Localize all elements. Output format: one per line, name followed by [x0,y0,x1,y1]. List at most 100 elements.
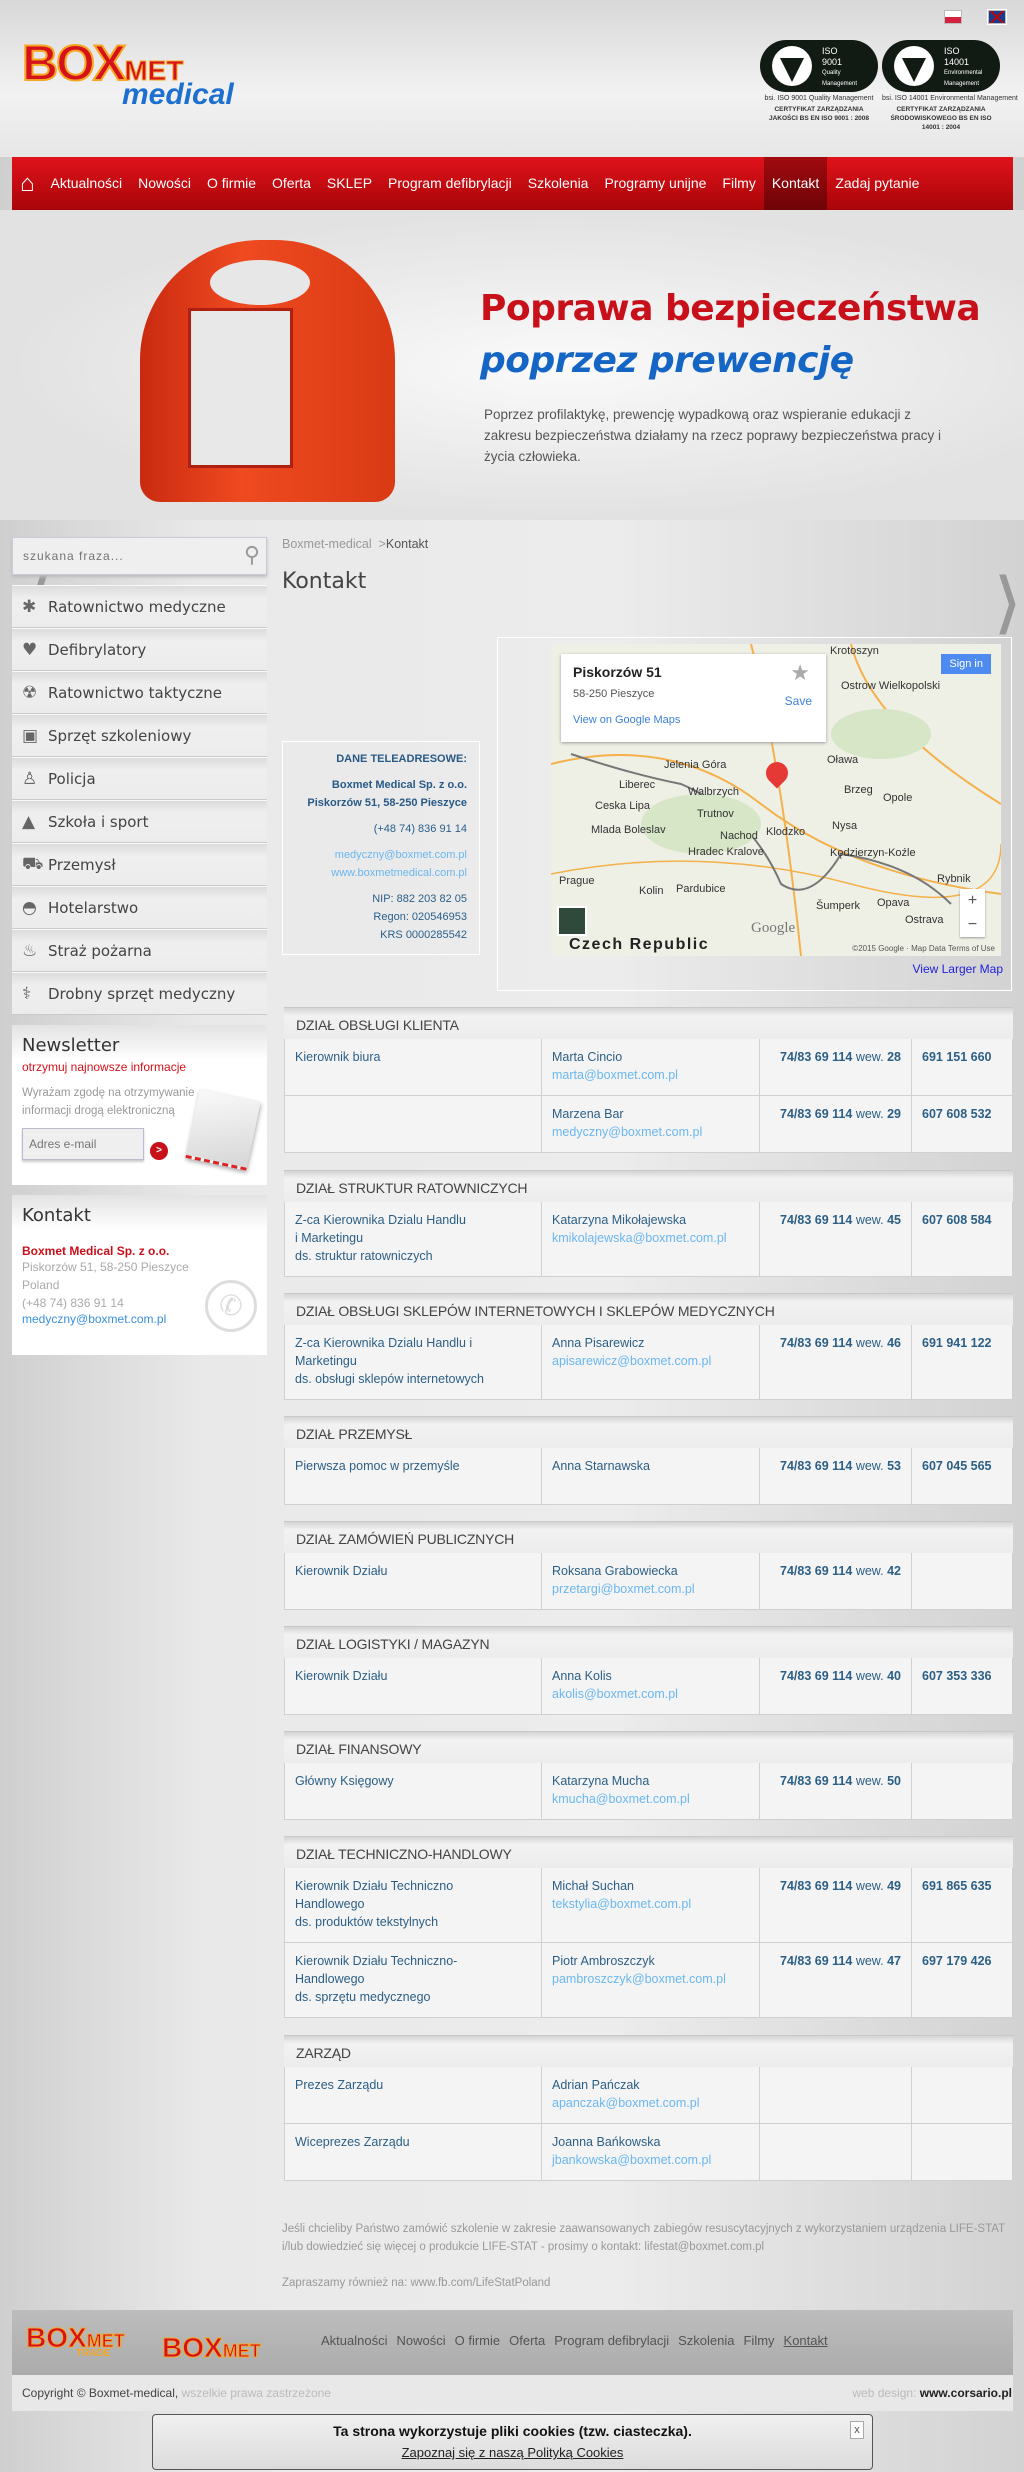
mobile-cell [911,2067,1013,2123]
facebook-note: Zapraszamy również na: www.fb.com/LifeSt… [282,2277,551,2289]
nav-item[interactable]: O firmie [207,175,256,191]
nav-item[interactable]: Nowości [138,175,191,191]
view-larger-map-link[interactable]: View Larger Map [912,962,1004,976]
person-email-link[interactable]: akolis@boxmet.com.pl [552,1687,678,1701]
nav-item[interactable]: Programy unijne [604,175,707,191]
search-box: ⚲ [12,537,267,575]
contact-email-link[interactable]: medyczny@boxmet.com.pl [22,1312,167,1326]
nav-item[interactable]: Zadaj pytanie [835,175,920,191]
map-city-label: Opava [877,897,910,909]
person-name: Marzena Bar [552,1107,624,1121]
footer-nav-link[interactable]: Kontakt [783,2333,828,2348]
dane-email-link[interactable]: medyczny@boxmet.com.pl [334,849,467,861]
google-map[interactable]: Ostrava Opava Šumperk Rybnik Pardubice Kolin P… [551,644,1001,956]
phone-number: 74/83 69 114 [780,1564,853,1578]
phone-number: 74/83 69 114 [780,1954,853,1968]
boxmet-medical-logo[interactable]: BOXMET medical [21,35,234,111]
sidebar-menu-label: Przemysł [48,855,116,874]
footer-nav-link[interactable]: Program defibrylacji [554,2333,670,2348]
department-title: ZARZĄD [284,2035,1013,2067]
person-cell: Anna Kolis akolis@boxmet.com.pl [541,1658,759,1714]
boxmet-ltd-logo[interactable]: BOXMET [162,2332,262,2364]
star-icon[interactable]: ★ [790,660,810,685]
home-icon[interactable]: ⌂ [20,170,35,197]
person-email-link[interactable]: przetargi@boxmet.com.pl [552,1582,695,1596]
newsletter-title: Newsletter [22,1035,120,1056]
view-on-google-maps-link[interactable]: View on Google Maps [573,714,681,726]
sidebar-menu-item[interactable]: ⛟ Przemysł [12,843,267,886]
person-email-link[interactable]: kmikolajewska@boxmet.com.pl [552,1231,727,1245]
ext-label: wew. [855,1669,884,1683]
nav-item[interactable]: Kontakt [763,157,828,210]
person-name: Michał Suchan [552,1879,634,1893]
footer-nav-link[interactable]: Aktualności [321,2333,388,2348]
zoom-in-button[interactable]: + [967,892,978,909]
iso-line: Management [822,81,858,87]
person-email-link[interactable]: apanczak@boxmet.com.pl [552,2096,700,2110]
person-email-link[interactable]: marta@boxmet.com.pl [552,1068,678,1082]
nav-item[interactable]: Program defibrylacji [388,175,512,191]
design-link[interactable]: www.corsario.pl [919,2386,1012,2400]
mobile-cell: 691 941 122 [911,1325,1013,1399]
phone-cell [759,2124,911,2180]
phone-cell: 74/83 69 114 wew. 29 [759,1096,911,1152]
breadcrumb-separator: > [378,537,386,551]
role-cell: Wiceprezes Zarządu [284,2124,541,2180]
ext-label: wew. [855,1336,884,1350]
slider-next-icon[interactable]: ❯ [994,565,1020,635]
pl-flag-icon[interactable] [944,10,962,24]
nav-item[interactable]: Szkolenia [527,175,589,191]
person-email-link[interactable]: apisarewicz@boxmet.com.pl [552,1354,712,1368]
person-email-link[interactable]: jbankowska@boxmet.com.pl [552,2153,712,2167]
copyright: Copyright © Boxmet-medical, wszelkie pra… [22,2386,331,2400]
person-email-link[interactable]: kmucha@boxmet.com.pl [552,1792,690,1806]
map-copyright[interactable]: ©2015 Google · Map Data Terms of Use [852,944,995,953]
contact-phone: (+48 74) 836 91 14 [22,1296,124,1310]
sidebar-menu-item[interactable]: ♨ Straż pożarna [12,929,267,972]
iso-14001-badge: ISO 14001 Environmental Management [882,40,1000,92]
person-cell: Katarzyna Mikołajewska kmikolajewska@boxm… [541,1202,759,1276]
satellite-toggle[interactable] [557,906,587,936]
zoom-out-button[interactable]: − [967,916,978,933]
nav-item[interactable]: Oferta [272,175,311,191]
breadcrumb-home-link[interactable]: Boxmet-medical [282,537,372,551]
sidebar-menu-item[interactable]: ♙ Policja [12,757,267,800]
map-save-button[interactable]: Save [784,694,812,708]
sidebar-menu-item[interactable]: ♥ Defibrylatory [12,628,267,671]
nav-item[interactable]: SKLEP [326,175,373,191]
cookie-policy-link[interactable]: Zapoznaj się z naszą Polityką Cookies [401,2445,624,2460]
sidebar-menu-item[interactable]: ◓ Hotelarstwo [12,886,267,929]
person-email-link[interactable]: medyczny@boxmet.com.pl [552,1125,703,1139]
uk-flag-icon[interactable] [987,9,1007,25]
search-input[interactable] [13,538,223,574]
footer-nav-link[interactable]: Oferta [509,2333,546,2348]
mobile-cell: 607 608 532 [911,1096,1013,1152]
newsletter-email-input[interactable] [22,1128,144,1160]
sidebar-menu-item[interactable]: ☢ Ratownictwo taktyczne [12,671,267,714]
person-cell: Katarzyna Mucha kmucha@boxmet.com.pl [541,1763,759,1819]
search-icon[interactable]: ⚲ [243,542,260,567]
person-email-link[interactable]: tekstylia@boxmet.com.pl [552,1897,692,1911]
sidebar-menu-item[interactable]: ✱ Ratownictwo medyczne [12,585,267,628]
boxmet-trade-logo[interactable]: BOXMET TRADE [26,2322,126,2360]
dane-regon: Regon: 020546953 [373,911,467,923]
iso-line: Environmental [944,70,983,76]
ext-label: wew. [855,1774,884,1788]
map-sign-in-button[interactable]: Sign in [941,654,991,674]
footer-nav-link[interactable]: Nowości [396,2333,446,2348]
dane-www-link[interactable]: www.boxmetmedical.com.pl [331,867,467,879]
sidebar-menu-item[interactable]: ⚕ Drobny sprzęt medyczny [12,972,267,1015]
sidebar-menu-item[interactable]: ▣ Sprzęt szkoleniowy [12,714,267,757]
nav-item[interactable]: Aktualności [50,175,123,191]
footer-nav-link[interactable]: Szkolenia [678,2333,735,2348]
footer-nav-link[interactable]: Filmy [743,2333,775,2348]
phone-cell [759,2067,911,2123]
cookie-close-button[interactable]: x [850,2421,864,2439]
footer-nav-link[interactable]: O firmie [454,2333,501,2348]
sidebar-menu-item[interactable]: ▲ Szkoła i sport [12,800,267,843]
person-email-link[interactable]: pambroszczyk@boxmet.com.pl [552,1972,726,1986]
nav-item[interactable]: Filmy [722,175,756,191]
newsletter-submit-button[interactable]: > [150,1142,168,1160]
map-city-label: Rybnik [937,873,971,885]
iso-number: 14001 [944,57,970,67]
